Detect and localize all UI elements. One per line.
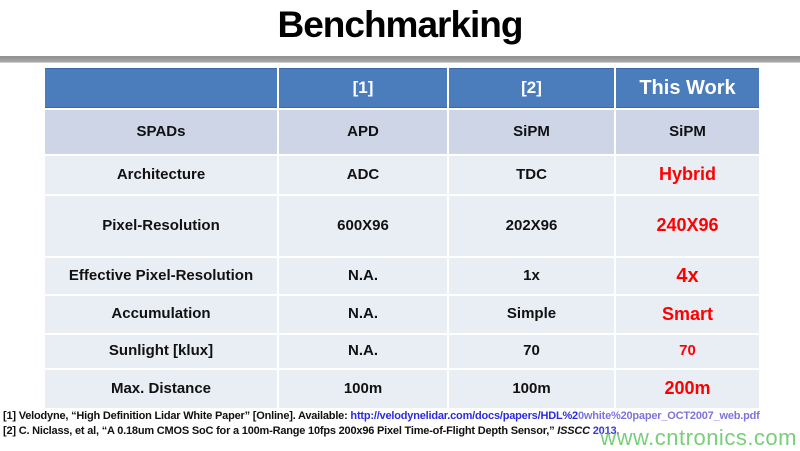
reference-1-text: [1] Velodyne, “High Definition Lidar Whi… [3, 410, 351, 422]
cell-accumulation-ref2: Simple [449, 296, 614, 333]
table-header-empty [45, 68, 277, 108]
row-label-effective-pixel-resolution: Effective Pixel-Resolution [45, 258, 277, 294]
cell-accumulation-ref1: N.A. [279, 296, 447, 333]
cell-accumulation-thiswork: Smart [616, 296, 759, 333]
cell-spads-ref1: APD [279, 110, 447, 154]
table-header-this-work: This Work [616, 68, 759, 108]
cell-effpixelres-ref2: 1x [449, 258, 614, 294]
cell-maxdistance-thiswork: 200m [616, 370, 759, 408]
cell-effpixelres-ref1: N.A. [279, 258, 447, 294]
cell-effpixelres-thiswork: 4x [616, 258, 759, 294]
cell-maxdistance-ref1: 100m [279, 370, 447, 408]
row-label-sunlight: Sunlight [klux] [45, 335, 277, 368]
row-label-pixel-resolution: Pixel-Resolution [45, 196, 277, 256]
cell-spads-thiswork: SiPM [616, 110, 759, 154]
cell-pixelres-ref1: 600X96 [279, 196, 447, 256]
cell-architecture-thiswork: Hybrid [616, 156, 759, 194]
row-label-accumulation: Accumulation [45, 296, 277, 333]
row-label-architecture: Architecture [45, 156, 277, 194]
cell-architecture-ref2: TDC [449, 156, 614, 194]
row-label-spads: SPADs [45, 110, 277, 154]
reference-1-link[interactable]: http://velodynelidar.com/docs/papers/HDL… [350, 410, 759, 422]
cell-sunlight-ref2: 70 [449, 335, 614, 368]
benchmark-table: [1] [2] This Work SPADs APD SiPM SiPM Ar… [45, 68, 759, 408]
cell-spads-ref2: SiPM [449, 110, 614, 154]
reference-1-link-tail: 0white%20paper_OCT2007_web.pdf [577, 410, 760, 422]
page-title: Benchmarking [277, 4, 523, 45]
cell-maxdistance-ref2: 100m [449, 370, 614, 408]
reference-2-venue: ISSCC [557, 425, 590, 437]
cell-architecture-ref1: ADC [279, 156, 447, 194]
reference-2: [2] C. Niclass, et al, “A 0.18um CMOS So… [3, 424, 800, 439]
row-label-max-distance: Max. Distance [45, 370, 277, 408]
references-block: [1] Velodyne, “High Definition Lidar Whi… [3, 409, 800, 439]
cell-sunlight-ref1: N.A. [279, 335, 447, 368]
reference-2-text: [2] C. Niclass, et al, “A 0.18um CMOS So… [3, 425, 558, 437]
watermark-text: www.cntronics.com [600, 425, 797, 450]
title-divider [0, 56, 800, 63]
cell-pixelres-ref2: 202X96 [449, 196, 614, 256]
cell-pixelres-thiswork: 240X96 [616, 196, 759, 256]
table-header-ref2: [2] [449, 68, 614, 108]
cell-sunlight-thiswork: 70 [616, 335, 759, 368]
table-header-ref1: [1] [279, 68, 447, 108]
reference-2-year: 2013. [589, 425, 620, 437]
reference-1: [1] Velodyne, “High Definition Lidar Whi… [3, 409, 800, 424]
reference-1-link-main: http://velodynelidar.com/docs/papers/HDL… [350, 410, 578, 422]
